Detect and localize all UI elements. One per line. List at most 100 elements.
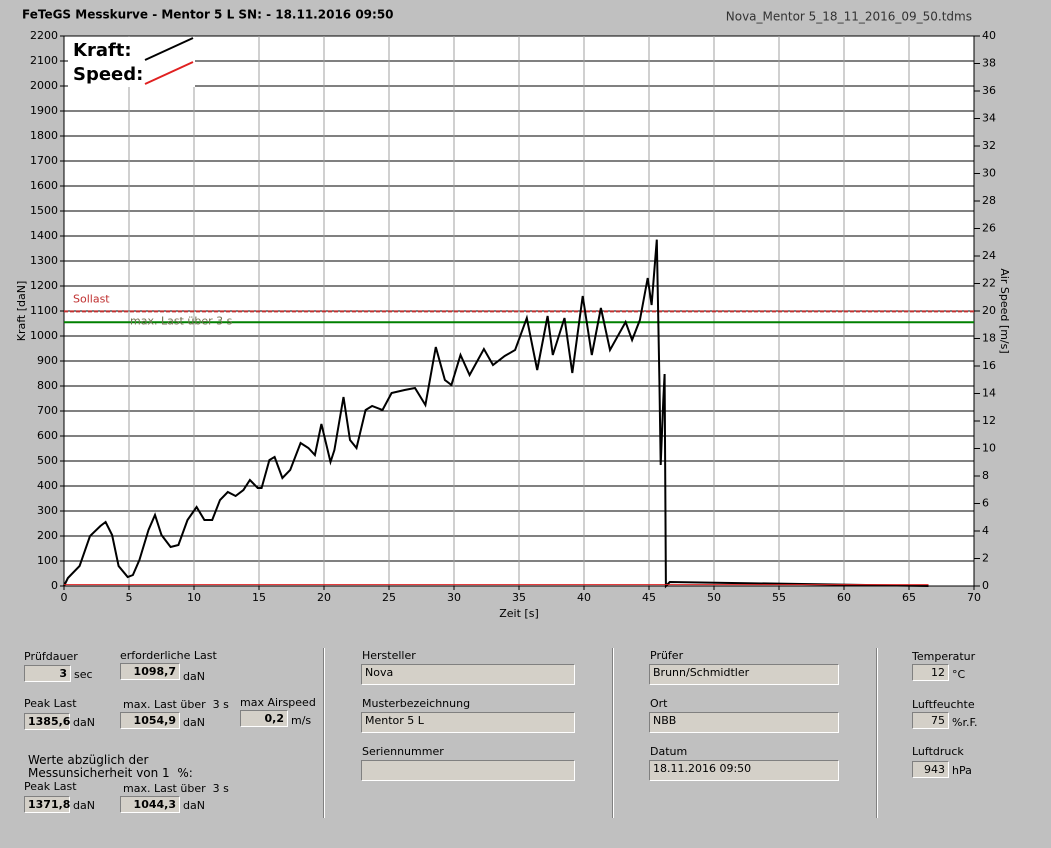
field-value: 3 — [24, 665, 71, 682]
y-tick-label: 1600 — [30, 179, 58, 192]
x-tick-label: 65 — [902, 591, 916, 604]
y2-tick-label: 6 — [982, 497, 989, 510]
data-line — [63, 239, 929, 589]
y2-tick-label: 16 — [982, 359, 996, 372]
y-tick-label: 1300 — [30, 254, 58, 267]
legend-box — [68, 37, 195, 87]
y-tick-label: 1200 — [30, 279, 58, 292]
y2-tick-label: 8 — [982, 469, 989, 482]
field-value: Mentor 5 L — [361, 712, 575, 733]
x-tick-label: 10 — [187, 591, 201, 604]
y2-tick-label: 22 — [982, 277, 996, 290]
field-value: 1098,7 — [120, 663, 180, 680]
field-label: max. Last über 3 s — [123, 782, 229, 795]
x-tick-label: 50 — [707, 591, 721, 604]
field-unit: °C — [952, 668, 966, 681]
y-tick-label: 1500 — [30, 204, 58, 217]
y2-tick-label: 12 — [982, 414, 996, 427]
y-tick-label: 1400 — [30, 229, 58, 242]
y-tick-label: 100 — [37, 554, 58, 567]
y-tick-label: 700 — [37, 404, 58, 417]
field-label: max Airspeed — [240, 696, 316, 709]
field-unit: daN — [183, 670, 205, 683]
legend-swatch — [144, 61, 194, 85]
y-tick-label: 1700 — [30, 154, 58, 167]
x-tick-label: 40 — [577, 591, 591, 604]
field-unit: daN — [183, 799, 205, 812]
field-unit: daN — [73, 799, 95, 812]
y-tick-label: 500 — [37, 454, 58, 467]
y-tick-label: 1800 — [30, 129, 58, 142]
y-tick-label: 200 — [37, 529, 58, 542]
field-value: 1385,6 — [24, 713, 70, 730]
separator — [612, 648, 614, 818]
y2-tick-label: 38 — [982, 57, 996, 70]
chart: FeTeGS Messkurve - Mentor 5 L SN: - 18.1… — [15, 8, 1011, 621]
file-name: Nova_Mentor 5_18_11_2016_09_50.tdms — [726, 10, 972, 24]
x-axis-label: Zeit [s] — [499, 607, 538, 620]
x-tick-label: 20 — [317, 591, 331, 604]
y2-tick-label: 36 — [982, 84, 996, 97]
field-unit: sec — [74, 668, 93, 681]
field-value — [361, 760, 575, 781]
field-value: 0,2 — [240, 710, 288, 727]
x-tick-label: 55 — [772, 591, 786, 604]
y-tick-label: 1900 — [30, 104, 58, 117]
field-value: 943 — [912, 761, 949, 778]
field-unit: hPa — [952, 764, 972, 777]
field-value: 1044,3 — [120, 796, 180, 813]
field-label: Prüfer — [650, 649, 684, 662]
y-axis-label: Kraft [daN] — [15, 281, 28, 342]
field-value: 1371,8 — [24, 796, 70, 813]
y-tick-label: 2100 — [30, 54, 58, 67]
x-tick-label: 35 — [512, 591, 526, 604]
y-tick-label: 0 — [51, 579, 58, 592]
field-value: Brunn/Schmidtler — [649, 664, 839, 685]
field-label: Ort — [650, 697, 668, 710]
reference-label: Sollast — [73, 292, 110, 305]
separator — [876, 648, 878, 818]
field-value: 75 — [912, 712, 949, 729]
y-tick-label: 2200 — [30, 29, 58, 42]
field-label: Prüfdauer — [24, 650, 78, 663]
y-tick-label: 600 — [37, 429, 58, 442]
field-value: 12 — [912, 664, 949, 681]
y-tick-label: 800 — [37, 379, 58, 392]
y2-tick-label: 26 — [982, 222, 996, 235]
field-label: Luftfeuchte — [912, 698, 975, 711]
y2-tick-label: 0 — [982, 579, 989, 592]
field-unit: m/s — [291, 714, 312, 727]
y2-tick-label: 30 — [982, 167, 996, 180]
field-label: Datum — [650, 745, 688, 758]
y-tick-label: 400 — [37, 479, 58, 492]
y2-tick-label: 18 — [982, 332, 996, 345]
field-unit: daN — [183, 716, 205, 729]
y2-tick-label: 32 — [982, 139, 996, 152]
y-tick-label: 300 — [37, 504, 58, 517]
y2-tick-label: 4 — [982, 524, 989, 537]
y2-tick-label: 20 — [982, 304, 996, 317]
note: Werte abzüglich der — [28, 753, 149, 767]
x-tick-label: 45 — [642, 591, 656, 604]
x-tick-label: 60 — [837, 591, 851, 604]
field-label: max. Last über 3 s — [123, 698, 229, 711]
field-unit: daN — [73, 716, 95, 729]
field-value: 18.11.2016 09:50 — [649, 760, 839, 781]
x-tick-label: 5 — [126, 591, 133, 604]
y-tick-label: 1000 — [30, 329, 58, 342]
x-tick-label: 25 — [382, 591, 396, 604]
field-label: Seriennummer — [362, 745, 444, 758]
field-value: NBB — [649, 712, 839, 733]
y2-axis-label: Air Speed [m/s] — [998, 268, 1011, 353]
x-tick-label: 30 — [447, 591, 461, 604]
y2-tick-label: 40 — [982, 29, 996, 42]
legend-label: Kraft: — [73, 40, 132, 61]
y-tick-label: 2000 — [30, 79, 58, 92]
note: Messunsicherheit von 1 %: — [28, 766, 193, 780]
field-label: erforderliche Last — [120, 649, 217, 662]
field-label: Peak Last — [24, 780, 77, 793]
y-tick-label: 1100 — [30, 304, 58, 317]
x-tick-label: 15 — [252, 591, 266, 604]
y2-tick-label: 24 — [982, 249, 996, 262]
